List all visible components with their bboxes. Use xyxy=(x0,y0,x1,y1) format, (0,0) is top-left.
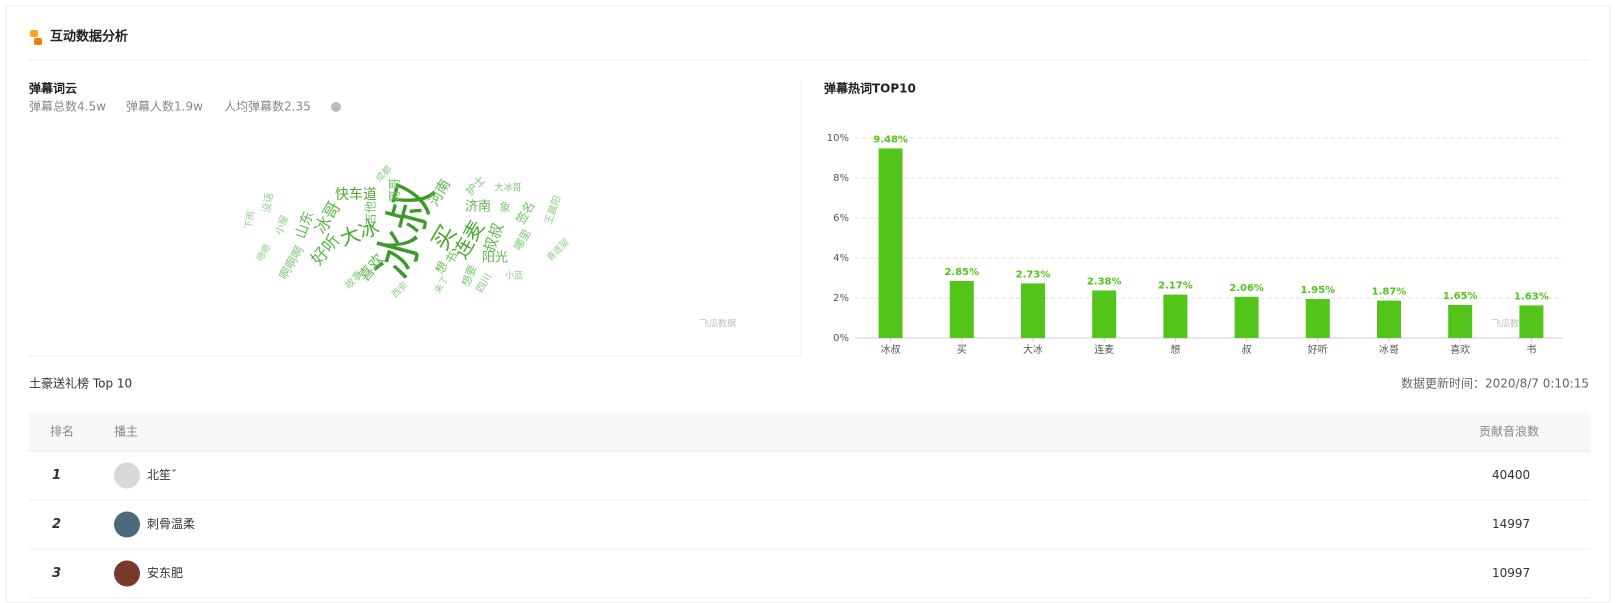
bar xyxy=(1092,290,1117,338)
y-tick-label: 0% xyxy=(833,333,849,344)
cloud-word: 快车道 xyxy=(335,186,377,203)
header-title: 互动数据分析 xyxy=(50,29,128,45)
value-label: 2.38% xyxy=(1087,276,1122,287)
header-icon xyxy=(34,38,42,45)
bar xyxy=(1519,305,1544,338)
rank: 1 xyxy=(52,468,61,483)
value-label: 2.17% xyxy=(1158,281,1193,292)
cloud-word: 象 xyxy=(500,201,511,214)
watermark: 飞瓜数据 xyxy=(700,318,736,330)
stat: 人均弹幕数2.35 xyxy=(224,99,311,114)
info-icon xyxy=(331,102,341,112)
value-label: 9.48% xyxy=(873,134,908,145)
x-tick-label: 冰哥 xyxy=(1379,343,1399,356)
stat: 弹幕总数4.5w xyxy=(29,99,106,114)
column-header: 贡献音浪数 xyxy=(1479,424,1539,439)
cloud-word: 济南 xyxy=(465,199,491,215)
value-label: 1.87% xyxy=(1372,287,1407,298)
wordcloud-title: 弹幕词云 xyxy=(29,81,77,96)
bar xyxy=(949,281,974,338)
value-label: 1.95% xyxy=(1300,285,1335,296)
bar xyxy=(1448,305,1473,338)
avatar xyxy=(114,560,140,587)
contribution: 10997 xyxy=(1492,566,1530,580)
stat: 弹幕人数1.9w xyxy=(126,99,203,114)
cloud-word: 没话 xyxy=(260,192,275,214)
bar xyxy=(878,148,903,338)
x-tick-label: 冰叔 xyxy=(881,343,901,356)
cloud-word: 阳光 xyxy=(482,251,508,266)
column-header: 排名 xyxy=(50,424,74,439)
card xyxy=(5,5,1611,603)
bar xyxy=(1234,296,1259,338)
cloud-word: 吉他 xyxy=(364,201,378,225)
y-tick-label: 2% xyxy=(833,293,849,304)
x-tick-label: 买 xyxy=(957,344,967,356)
anchor-name: 安东肥 xyxy=(147,565,183,580)
column-header: 播主 xyxy=(114,425,138,439)
value-label: 2.06% xyxy=(1229,283,1264,294)
avatar xyxy=(114,462,140,489)
value-label: 2.73% xyxy=(1016,269,1051,280)
cloud-word: 哥哥 xyxy=(388,178,402,202)
x-tick-label: 书 xyxy=(1526,344,1536,356)
cloud-word: 小蓝 xyxy=(505,270,523,282)
rank: 3 xyxy=(52,566,61,581)
contribution: 40400 xyxy=(1492,468,1530,482)
watermark: 飞瓜数据 xyxy=(1492,318,1528,330)
update-time: 数据更新时间：2020/8/7 0:10:15 xyxy=(1401,376,1589,391)
cloud-word: 大冰哥 xyxy=(494,182,521,194)
x-tick-label: 连麦 xyxy=(1094,343,1114,356)
contribution: 14997 xyxy=(1492,517,1530,531)
table-title: 土豪送礼榜 Top 10 xyxy=(29,376,132,391)
x-tick-label: 大冰 xyxy=(1023,343,1043,356)
rank: 2 xyxy=(52,517,61,532)
x-tick-label: 叔 xyxy=(1242,344,1252,356)
y-tick-label: 6% xyxy=(833,213,849,224)
x-tick-label: 想 xyxy=(1170,343,1180,356)
y-tick-label: 4% xyxy=(833,253,849,264)
anchor-name: 北笙ˇ xyxy=(147,467,177,482)
bar xyxy=(1021,283,1045,338)
anchor-name: 刺骨温柔 xyxy=(147,517,195,531)
bar xyxy=(1377,300,1401,338)
cloud-word: 下雨 xyxy=(243,210,257,230)
y-tick-label: 10% xyxy=(827,133,849,144)
header-icon xyxy=(30,30,38,37)
avatar xyxy=(114,511,140,538)
table-header xyxy=(29,412,1590,451)
value-label: 2.85% xyxy=(944,267,979,278)
bar xyxy=(1305,299,1330,338)
x-tick-label: 好听 xyxy=(1308,344,1328,356)
value-label: 1.63% xyxy=(1514,291,1549,302)
bar xyxy=(1163,294,1188,338)
x-tick-label: 喜欢 xyxy=(1450,343,1470,356)
y-tick-label: 8% xyxy=(833,173,849,184)
value-label: 1.65% xyxy=(1443,291,1478,302)
chart-title: 弹幕热词TOP10 xyxy=(824,81,916,96)
